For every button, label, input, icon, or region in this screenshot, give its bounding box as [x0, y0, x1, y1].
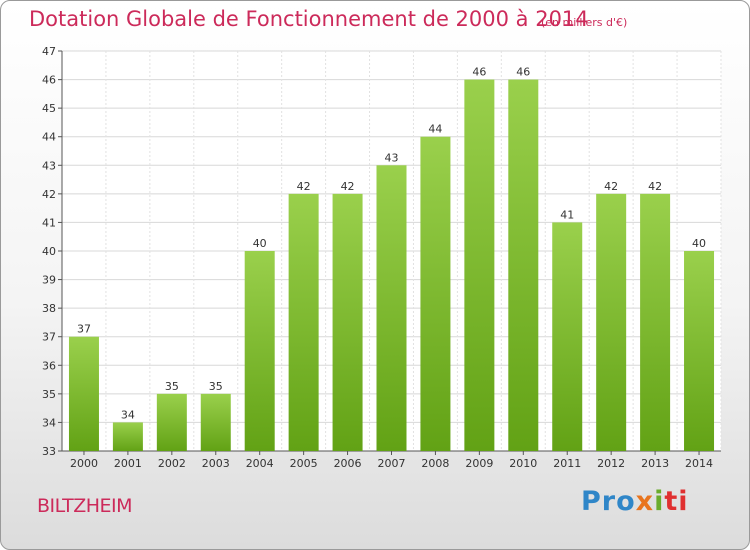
bar — [200, 393, 231, 451]
logo-part: i — [654, 486, 665, 517]
y-tick-label: 33 — [42, 445, 56, 458]
bar-value-label: 42 — [648, 180, 662, 193]
y-tick-label: 38 — [42, 302, 56, 315]
bar-value-label: 44 — [428, 123, 442, 136]
bar-value-label: 37 — [77, 323, 91, 336]
units-label: (en milliers d'€) — [541, 16, 628, 29]
y-tick-label: 34 — [42, 416, 56, 429]
bar — [332, 193, 363, 451]
x-tick-label: 2006 — [334, 457, 362, 470]
bar-value-label: 34 — [121, 408, 135, 421]
x-tick-label: 2011 — [553, 457, 581, 470]
bar-value-label: 40 — [253, 237, 267, 250]
y-tick-label: 40 — [42, 245, 56, 258]
y-tick-label: 37 — [42, 331, 56, 344]
y-tick-label: 45 — [42, 102, 56, 115]
bar — [552, 222, 583, 451]
bar — [112, 422, 143, 451]
bar-value-label: 40 — [692, 237, 706, 250]
x-tick-label: 2003 — [202, 457, 230, 470]
x-tick-label: 2014 — [685, 457, 713, 470]
x-tick-label: 2001 — [114, 457, 142, 470]
x-tick-label: 2008 — [421, 457, 449, 470]
x-tick-label: 2009 — [465, 457, 493, 470]
bar-value-label: 42 — [604, 180, 618, 193]
proxiti-logo: Proxiti — [581, 486, 689, 517]
bar-value-label: 41 — [560, 208, 574, 221]
bar — [156, 393, 187, 451]
y-tick-label: 46 — [42, 74, 56, 87]
y-tick-label: 35 — [42, 388, 56, 401]
y-tick-label: 36 — [42, 359, 56, 372]
bar-value-label: 42 — [341, 180, 355, 193]
y-tick-label: 39 — [42, 274, 56, 287]
chart-title: Dotation Globale de Fonctionnement de 20… — [29, 7, 589, 31]
bar — [244, 251, 275, 451]
bar — [508, 79, 539, 452]
bar-value-label: 35 — [209, 380, 223, 393]
bar — [464, 79, 495, 452]
x-tick-label: 2000 — [70, 457, 98, 470]
bar — [596, 193, 627, 451]
labels: 33 34 35 36 37 38 39 40 41 42 43 44 45 46 47 37 2000 34 20… — [42, 45, 713, 470]
y-tick-label: 42 — [42, 188, 56, 201]
bars — [68, 79, 715, 452]
bar — [420, 136, 451, 451]
commune-name: BILTZHEIM — [37, 495, 133, 517]
bar — [376, 165, 407, 452]
y-tick-label: 41 — [42, 216, 56, 229]
y-tick-label: 44 — [42, 131, 56, 144]
x-tick-label: 2002 — [158, 457, 186, 470]
logo-part: x — [635, 486, 655, 517]
bar-value-label: 46 — [516, 66, 530, 79]
x-tick-label: 2005 — [290, 457, 318, 470]
bar — [68, 336, 99, 451]
bar-value-label: 42 — [297, 180, 311, 193]
logo-part: Pro — [581, 486, 636, 517]
bar — [684, 251, 715, 451]
x-tick-label: 2012 — [597, 457, 625, 470]
x-tick-label: 2013 — [641, 457, 669, 470]
bar-value-label: 35 — [165, 380, 179, 393]
logo-part: ti — [664, 486, 689, 517]
x-tick-label: 2007 — [378, 457, 406, 470]
x-tick-label: 2010 — [509, 457, 537, 470]
bar — [640, 193, 671, 451]
bar — [288, 193, 319, 451]
y-tick-label: 43 — [42, 159, 56, 172]
x-tick-label: 2004 — [246, 457, 274, 470]
y-tick-label: 47 — [42, 45, 56, 58]
bar-value-label: 43 — [385, 151, 399, 164]
bar-value-label: 46 — [472, 66, 486, 79]
